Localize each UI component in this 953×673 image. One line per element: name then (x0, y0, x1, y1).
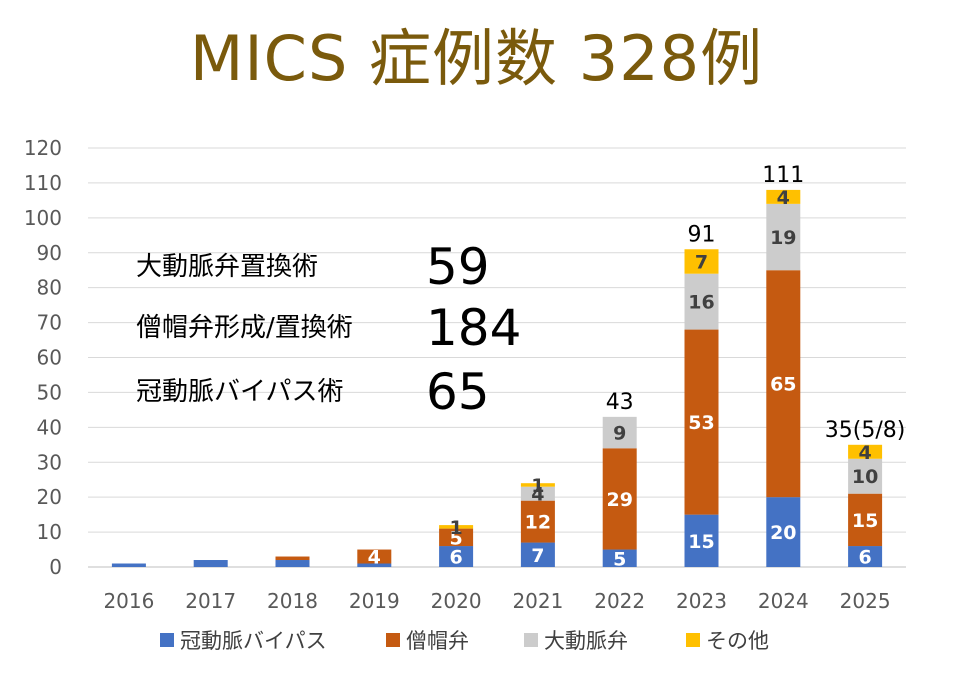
x-tick-label: 2017 (185, 589, 236, 613)
bar-segment (520, 486, 555, 501)
y-tick-label: 110 (24, 171, 62, 195)
bar-segment (275, 556, 310, 561)
bar-segment (766, 203, 801, 271)
segment-label: 4 (858, 442, 871, 464)
bar-segment (602, 549, 637, 567)
bar-segment (684, 249, 719, 274)
segment-label: 4 (531, 484, 544, 506)
legend: 冠動脈バイパス 僧帽弁 大動脈弁 その他 (160, 629, 769, 653)
legend-label: 僧帽弁 (406, 629, 469, 653)
bars: 4 651712415299431553167912065194111615104… (111, 163, 906, 570)
segment-label: 19 (770, 227, 796, 249)
y-tick-label: 40 (37, 415, 62, 439)
segment-label: 4 (777, 187, 790, 209)
legend-label: 大動脈弁 (544, 629, 628, 653)
x-tick-label: 2023 (676, 589, 727, 613)
bar-segment (602, 448, 637, 550)
total-label: 91 (688, 222, 716, 247)
bar-segment (684, 273, 719, 330)
bar-segment (439, 546, 474, 567)
segment-label: 15 (688, 531, 714, 553)
total-label: 43 (606, 390, 634, 415)
page-title: MICS 症例数 328例 (189, 22, 764, 95)
bar-segment (520, 542, 555, 567)
segment-label: 20 (770, 522, 796, 544)
segment-label: 12 (525, 512, 551, 534)
y-tick-label: 80 (37, 276, 62, 300)
legend-swatch (686, 633, 700, 647)
bar-segment (684, 514, 719, 567)
bar-segment (520, 483, 555, 487)
summary-value: 65 (426, 363, 490, 421)
bar-segment (766, 189, 801, 204)
y-tick-label: 60 (37, 346, 62, 370)
y-tick-label: 70 (37, 311, 62, 335)
bar-segment (439, 525, 474, 529)
segment-label: 16 (688, 292, 714, 314)
segment-label: 6 (858, 547, 871, 569)
summary-label: 冠動脈バイパス術 (136, 377, 343, 407)
summary-label: 僧帽弁形成/置換術 (136, 313, 353, 343)
segment-label: 9 (613, 423, 626, 445)
y-tick-label: 100 (24, 206, 62, 230)
y-tick-label: 0 (49, 555, 62, 579)
summary-label: 大動脈弁置換術 (136, 252, 318, 282)
summary-value: 59 (426, 238, 490, 296)
bar-segment (848, 493, 883, 547)
legend-label: その他 (706, 629, 769, 653)
x-tick-label: 2018 (267, 589, 318, 613)
y-tick-label: 20 (37, 485, 62, 509)
x-tick-label: 2016 (103, 589, 154, 613)
segment-label: 5 (613, 548, 626, 570)
segment-label: 65 (770, 374, 796, 396)
bar-segment (357, 549, 392, 564)
bar-segment (766, 497, 801, 567)
y-tick-label: 120 (24, 136, 62, 160)
bar-segment (193, 560, 228, 567)
segment-label: 1 (449, 517, 462, 539)
bar-segment (111, 563, 146, 567)
legend-swatch (386, 633, 400, 647)
y-tick-label: 30 (37, 450, 62, 474)
total-label: 111 (762, 163, 804, 188)
bar-segment (275, 560, 310, 567)
bar-segment (766, 270, 801, 498)
segment-label: 29 (606, 489, 632, 511)
bar-segment (602, 416, 637, 449)
x-tick-label: 2021 (512, 589, 563, 613)
legend-swatch (524, 633, 538, 647)
total-label: 35(5/8) (825, 418, 906, 443)
x-tick-label: 2025 (840, 589, 891, 613)
segment-label: 7 (531, 545, 544, 567)
segment-label: 6 (449, 547, 462, 569)
legend-label: 冠動脈バイパス (180, 629, 327, 653)
y-tick-label: 10 (37, 520, 62, 544)
x-tick-label: 2019 (349, 589, 400, 613)
x-axis-ticks: 2016 2017 2018 2019 2020 2021 2022 2023 2024 2025 (103, 589, 890, 613)
segment-label: 5 (449, 527, 462, 549)
segment-label: 15 (852, 510, 878, 532)
segment-label: 7 (695, 251, 708, 273)
y-tick-label: 50 (37, 380, 62, 404)
bar-segment (848, 444, 883, 459)
y-tick-label: 90 (37, 241, 62, 265)
summary-value: 184 (426, 299, 521, 357)
segment-label: 53 (688, 412, 714, 434)
x-tick-label: 2024 (758, 589, 809, 613)
summary-block: 大動脈弁置換術 59 僧帽弁形成/置換術 184 冠動脈バイパス術 65 (136, 238, 521, 421)
y-axis-ticks: 0 10 20 30 40 50 60 70 80 90 100 110 120 (24, 136, 62, 579)
x-tick-label: 2020 (431, 589, 482, 613)
bar-segment (684, 329, 719, 515)
segment-label: 4 (368, 547, 381, 569)
bar-segment (357, 563, 392, 567)
bar-segment (848, 458, 883, 494)
bar-segment (439, 528, 474, 547)
segment-label: 1 (531, 475, 544, 497)
bar-segment (848, 546, 883, 567)
x-tick-label: 2022 (594, 589, 645, 613)
segment-label: 10 (852, 466, 878, 488)
bar-segment (520, 500, 555, 543)
legend-swatch (160, 633, 174, 647)
